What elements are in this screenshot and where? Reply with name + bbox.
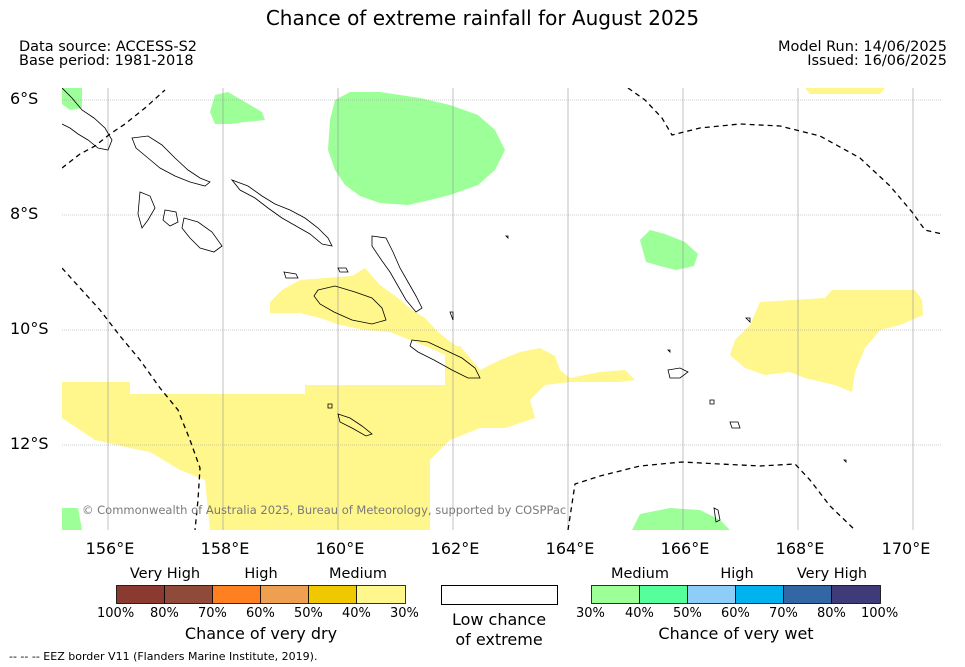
dry-pct-70: 70% xyxy=(198,606,227,621)
lat-label-10s: 10°S xyxy=(10,319,49,338)
wet-pct-40: 40% xyxy=(625,606,654,621)
issued-text: Issued: 16/06/2025 xyxy=(807,53,947,69)
eez-west xyxy=(62,267,201,530)
data-source-text: Data source: ACCESS-S2 xyxy=(19,39,198,55)
dry-swatch-40-30 xyxy=(356,585,406,604)
lon-label-170e: 170°E xyxy=(881,539,931,558)
choiseul-island xyxy=(131,135,211,187)
lon-label-160e: 160°E xyxy=(315,539,365,558)
lat-label-6s: 6°S xyxy=(10,89,39,108)
very-wet-medium-areas xyxy=(62,88,730,530)
eez-borders xyxy=(62,88,942,530)
very-dry-medium-areas xyxy=(62,88,923,530)
eez-png-solomon xyxy=(62,89,166,169)
lon-label-166e: 166°E xyxy=(660,539,710,558)
dry-cat-high: High xyxy=(244,566,278,582)
wet-legend-title: Chance of very wet xyxy=(658,624,814,643)
guadalcanal-island xyxy=(313,285,387,325)
lon-label-168e: 168°E xyxy=(775,539,825,558)
dry-legend-title: Chance of very dry xyxy=(184,624,338,643)
dry-swatch-100-80 xyxy=(116,585,165,604)
eez-south xyxy=(567,461,856,530)
wet-swatch-70-80 xyxy=(783,585,832,604)
lon-label-164e: 164°E xyxy=(545,539,595,558)
lon-label-158e: 158°E xyxy=(200,539,250,558)
dry-cat-medium: Medium xyxy=(329,566,387,582)
wet-swatch-40-50 xyxy=(639,585,688,604)
base-period-text: Base period: 1981-2018 xyxy=(19,53,194,69)
wet-colorbar xyxy=(591,585,881,604)
wet-area-sw-corner xyxy=(62,508,82,530)
wet-swatch-80-100 xyxy=(831,585,881,604)
small-islands xyxy=(283,235,847,523)
dry-area-south-west xyxy=(62,346,635,530)
lat-label-12s: 12°S xyxy=(10,434,49,453)
wet-pct-30: 30% xyxy=(576,606,605,621)
makira-island xyxy=(409,339,481,379)
wet-swatch-30-40 xyxy=(591,585,640,604)
dry-cat-very-high: Very High xyxy=(129,566,201,582)
wet-pct-60: 60% xyxy=(721,606,750,621)
rennell-island xyxy=(337,413,373,437)
dry-swatch-70-60 xyxy=(212,585,261,604)
wet-area-north xyxy=(210,92,265,124)
run-info: Model Run: 14/06/2025 Issued: 16/06/2025 xyxy=(777,39,947,69)
lat-label-8s: 8°S xyxy=(10,204,39,223)
malaita-island xyxy=(371,235,423,313)
dry-pct-60: 60% xyxy=(246,606,275,621)
new-georgia-islands xyxy=(137,191,223,253)
dry-swatch-50-40 xyxy=(308,585,357,604)
dry-pct-40: 40% xyxy=(342,606,371,621)
model-run-text: Model Run: 14/06/2025 xyxy=(777,39,947,55)
wet-pct-80: 80% xyxy=(817,606,846,621)
source-info: Data source: ACCESS-S2 Base period: 1981… xyxy=(19,39,198,69)
low-chance-legend-title: Low chance of extreme xyxy=(430,610,568,650)
eez-border-note: -- -- -- EEZ border V11 (Flanders Marine… xyxy=(9,650,318,663)
dry-pct-100: 100% xyxy=(97,606,135,621)
wet-pct-70: 70% xyxy=(769,606,798,621)
dry-pct-30: 30% xyxy=(390,606,419,621)
lon-label-156e: 156°E xyxy=(85,539,135,558)
dry-pct-50: 50% xyxy=(294,606,323,621)
dry-area-east xyxy=(730,290,923,392)
wet-area-east xyxy=(640,230,698,270)
wet-pct-100: 100% xyxy=(861,606,899,621)
lon-label-162e: 162°E xyxy=(430,539,480,558)
low-chance-line1: Low chance xyxy=(451,610,547,629)
dry-colorbar xyxy=(116,585,406,604)
wet-area-north-central xyxy=(328,92,505,205)
dry-area-north-east xyxy=(805,88,885,94)
map-title: Chance of extreme rainfall for August 20… xyxy=(265,6,700,30)
wet-cat-medium: Medium xyxy=(611,566,669,582)
eez-north xyxy=(627,88,942,235)
wet-area-south xyxy=(632,508,730,530)
wet-cat-high: High xyxy=(720,566,754,582)
wet-swatch-60-70 xyxy=(735,585,784,604)
bougainville-island xyxy=(62,88,113,151)
dry-swatch-60-50 xyxy=(260,585,309,604)
wet-swatch-50-60 xyxy=(687,585,736,604)
low-chance-line2: of extreme xyxy=(455,630,543,649)
dry-area-solomon xyxy=(270,268,470,358)
wet-pct-50: 50% xyxy=(673,606,702,621)
gridlines xyxy=(62,88,942,530)
coastlines xyxy=(62,88,847,523)
copyright-text: © Commonwealth of Australia 2025, Bureau… xyxy=(82,503,567,517)
low-chance-swatch xyxy=(441,585,558,605)
santa-isabel-island xyxy=(230,179,333,247)
dry-pct-80: 80% xyxy=(150,606,179,621)
dry-swatch-80-70 xyxy=(164,585,213,604)
wet-cat-very-high: Very High xyxy=(796,566,868,582)
